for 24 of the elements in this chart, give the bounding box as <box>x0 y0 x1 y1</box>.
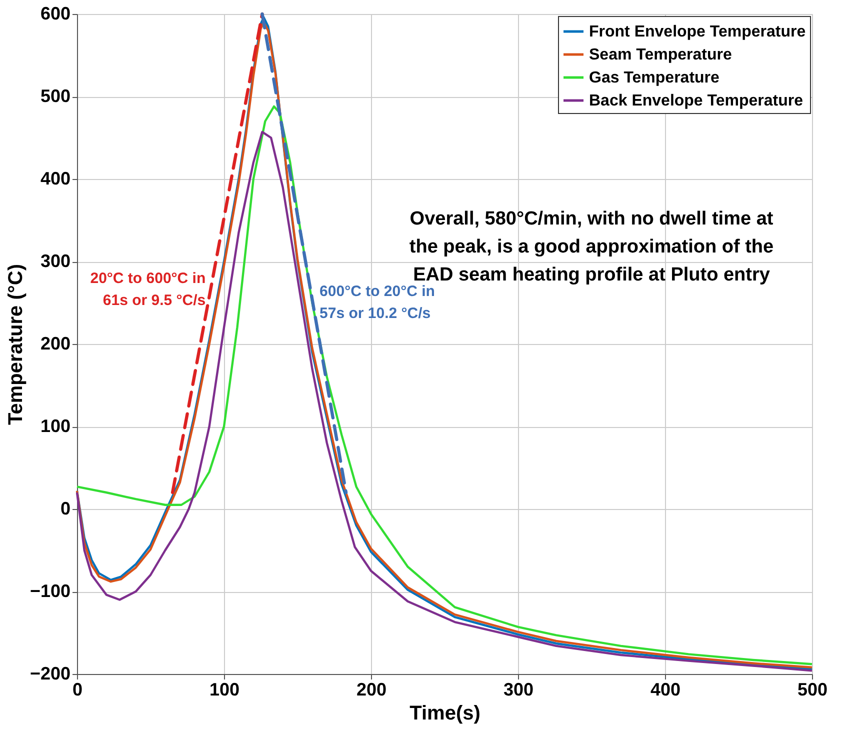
legend-label: Back Envelope Temperature <box>589 92 804 110</box>
annotation: Overall, 580°C/min, with no dwell time at the peak, is a good approximation of the EAD seam heating profile at Pluto entry <box>409 208 774 286</box>
y-tick-label: 200 <box>40 334 70 354</box>
legend-label: Gas Temperature <box>589 70 720 86</box>
y-tick-label: 300 <box>40 251 70 271</box>
y-tick-label: −100 <box>30 581 70 601</box>
y-tick-label: −200 <box>30 664 70 684</box>
x-tick-label: 300 <box>503 680 534 700</box>
x-tick-label: 200 <box>356 680 387 700</box>
y-tick-label: 100 <box>40 416 70 436</box>
x-tick-label: 0 <box>72 680 83 700</box>
legend-label: Seam Temperature <box>589 46 732 64</box>
y-axis-title: Temperature (°C) <box>4 264 27 425</box>
x-axis-title: Time(s) <box>410 702 480 724</box>
x-tick-label: 500 <box>797 680 828 700</box>
legend-label: Front Envelope Temperature <box>589 24 806 40</box>
y-tick-label: 0 <box>60 498 70 518</box>
annotation: 20°C to 600°C in 61s or 9.5 °C/s <box>90 270 206 309</box>
y-tick-label: 500 <box>40 86 70 106</box>
x-tick-label: 400 <box>650 680 681 700</box>
x-tick-label: 100 <box>209 680 240 700</box>
y-tick-label: 600 <box>40 4 70 24</box>
annotation: 600°C to 20°C in 57s or 10.2 °C/s <box>320 283 435 322</box>
y-tick-label: 400 <box>40 168 70 188</box>
